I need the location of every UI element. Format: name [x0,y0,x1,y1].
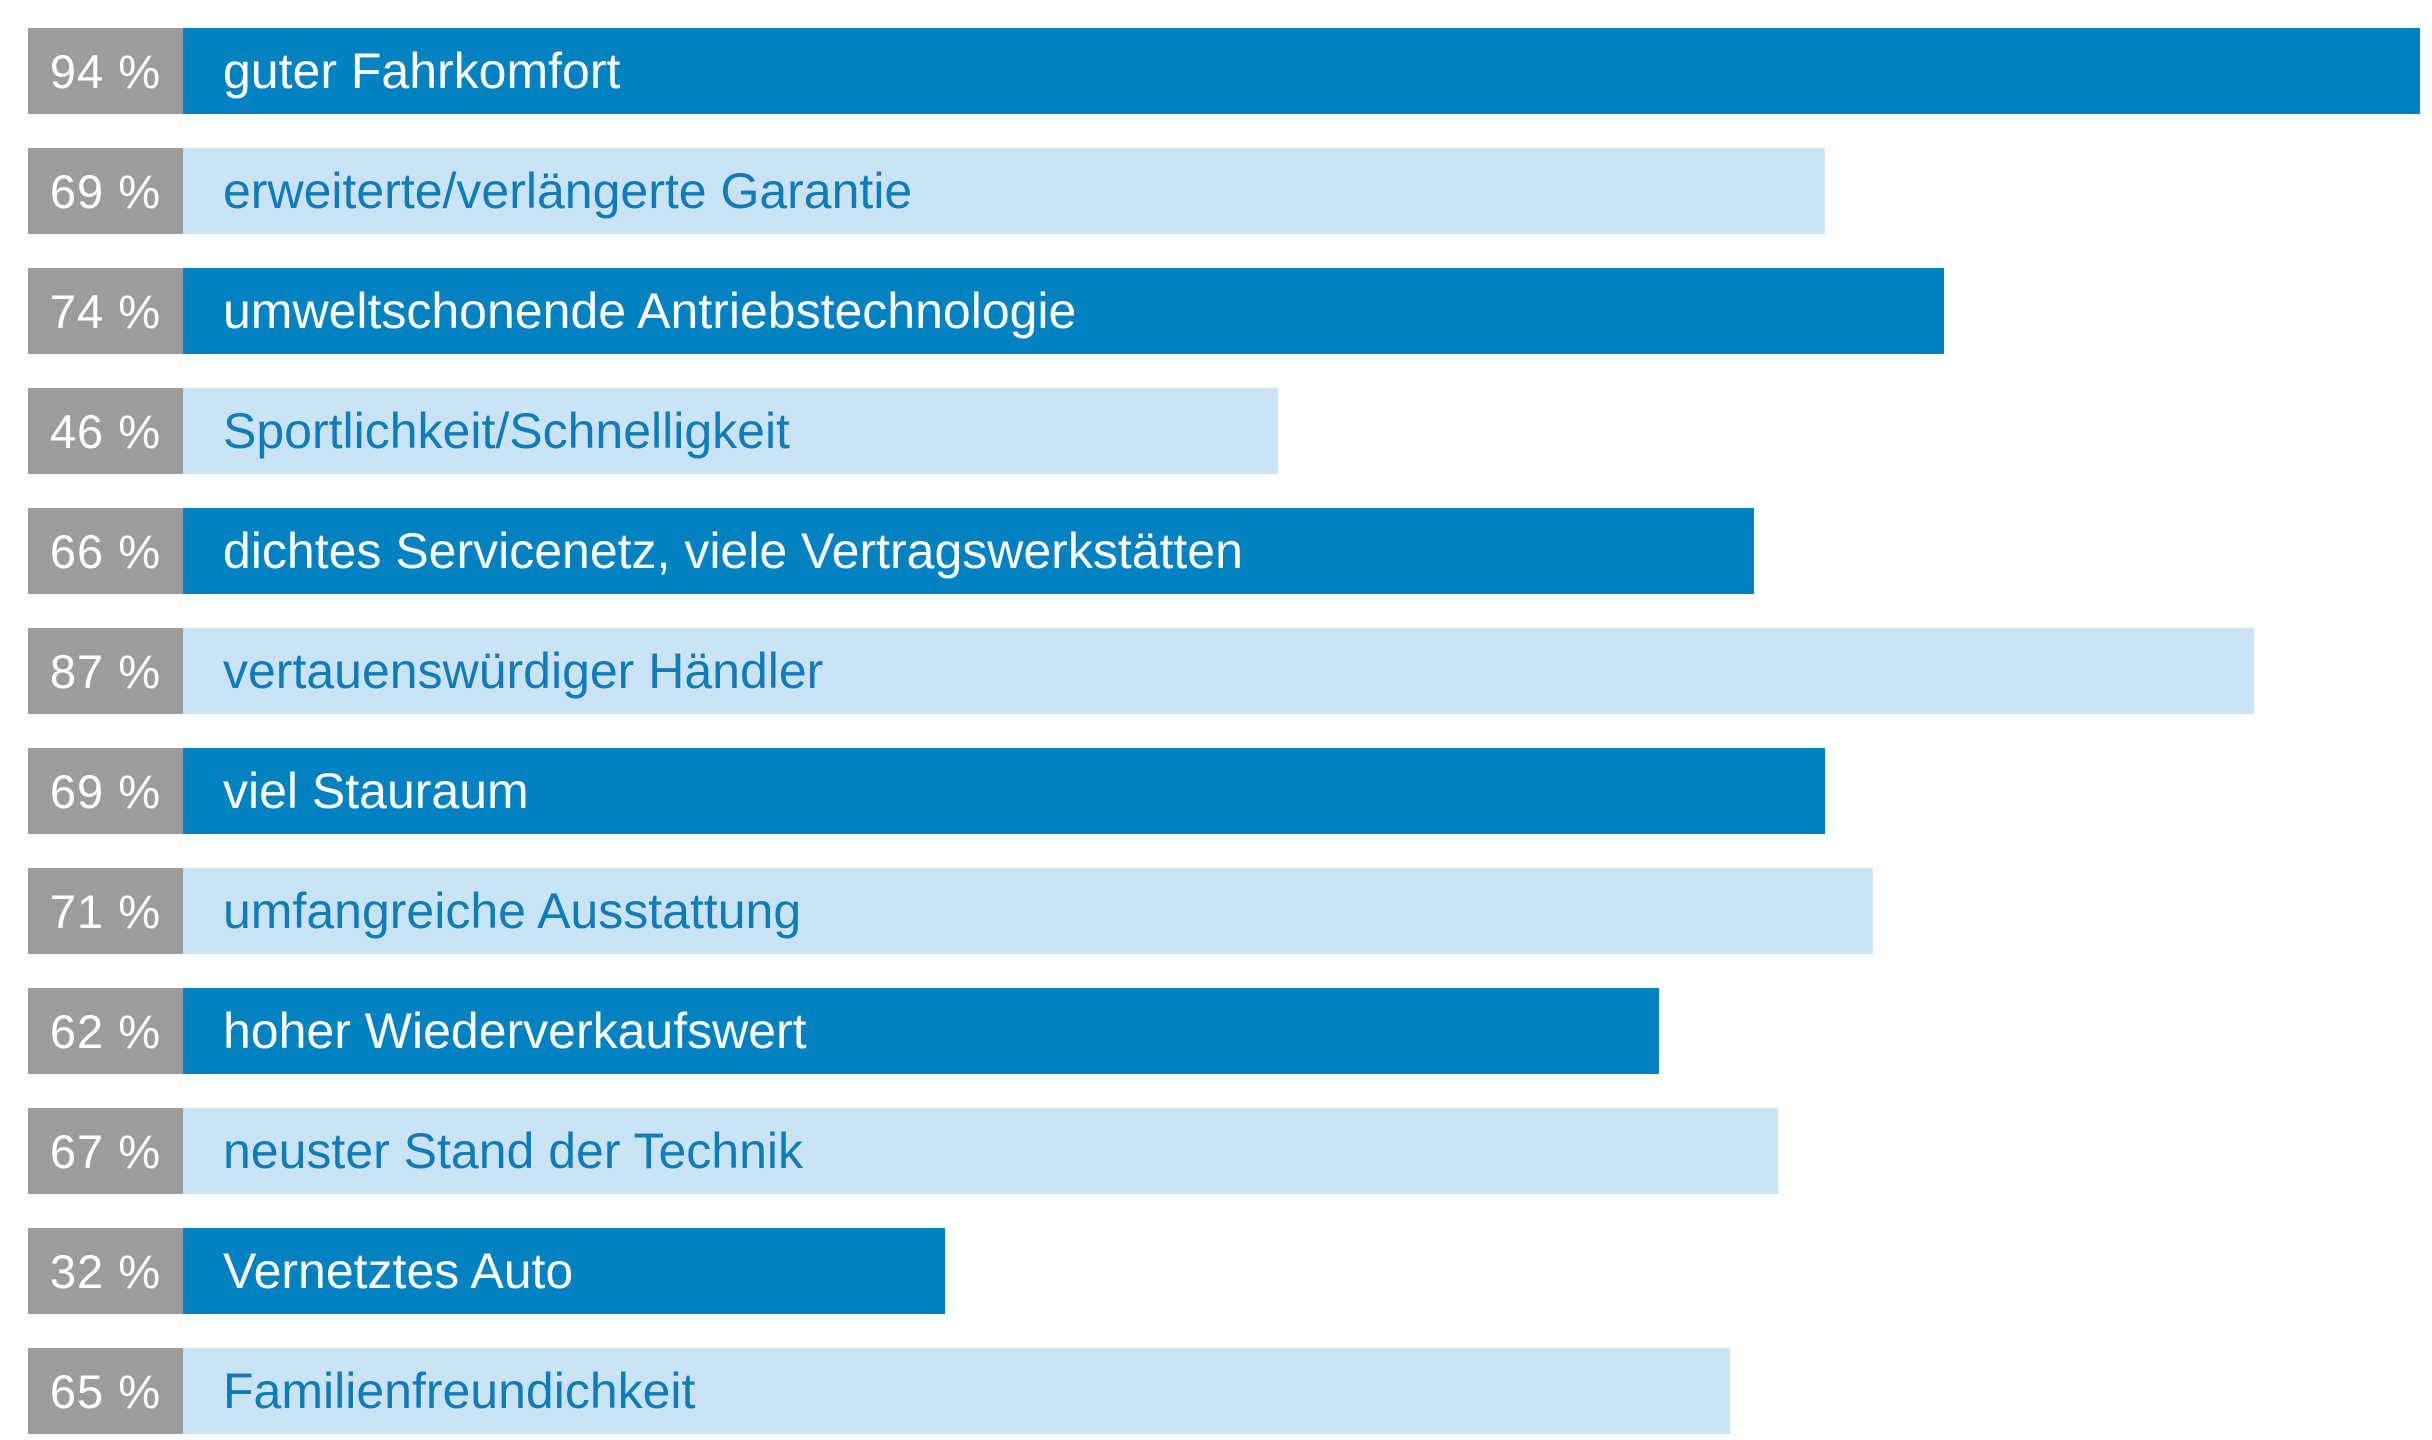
percent-box: 46 % [28,388,183,474]
percent-box: 67 % [28,1108,183,1194]
bar-label: guter Fahrkomfort [223,43,621,99]
value-bar: viel Stauraum [183,748,1825,834]
percent-box: 69 % [28,148,183,234]
chart-row: 71 % umfangreiche Ausstattung [28,868,2432,954]
chart-row: 87 % vertauenswürdiger Händler [28,628,2432,714]
value-bar: guter Fahrkomfort [183,28,2420,114]
percent-box: 66 % [28,508,183,594]
value-bar: vertauenswürdiger Händler [183,628,2254,714]
chart-row: 65 % Familienfreundichkeit [28,1348,2432,1434]
chart-row: 32 % Vernetztes Auto [28,1228,2432,1314]
percent-box: 94 % [28,28,183,114]
bar-label: hoher Wiederverkaufswert [223,1003,807,1059]
value-bar: erweiterte/verlängerte Garantie [183,148,1825,234]
percent-box: 62 % [28,988,183,1074]
value-bar: umfangreiche Ausstattung [183,868,1873,954]
bar-label: umweltschonende Antriebstechnologie [223,283,1077,339]
chart-row: 94 % guter Fahrkomfort [28,28,2432,114]
chart-row: 69 % viel Stauraum [28,748,2432,834]
value-bar: neuster Stand der Technik [183,1108,1778,1194]
percent-box: 65 % [28,1348,183,1434]
value-bar: hoher Wiederverkaufswert [183,988,1659,1074]
chart-row: 46 % Sportlichkeit/Schnelligkeit [28,388,2432,474]
bar-label: dichtes Servicenetz, viele Vertragswerks… [223,523,1243,579]
value-bar: dichtes Servicenetz, viele Vertragswerks… [183,508,1754,594]
value-bar: Sportlichkeit/Schnelligkeit [183,388,1278,474]
bar-label: Vernetztes Auto [223,1243,574,1299]
value-bar: umweltschonende Antriebstechnologie [183,268,1944,354]
percent-box: 71 % [28,868,183,954]
chart-row: 69 % erweiterte/verlängerte Garantie [28,148,2432,234]
value-bar: Familienfreundichkeit [183,1348,1730,1434]
bar-label: Sportlichkeit/Schnelligkeit [223,403,790,459]
percent-box: 32 % [28,1228,183,1314]
chart-row: 66 % dichtes Servicenetz, viele Vertragsw… [28,508,2432,594]
bar-label: Familienfreundichkeit [223,1363,696,1419]
percent-box: 87 % [28,628,183,714]
chart-row: 74 % umweltschonende Antriebstechnologie [28,268,2432,354]
bar-label: erweiterte/verlängerte Garantie [223,163,913,219]
percent-box: 69 % [28,748,183,834]
chart-row: 67 % neuster Stand der Technik [28,1108,2432,1194]
bar-label: viel Stauraum [223,763,529,819]
bar-label: neuster Stand der Technik [223,1123,804,1179]
value-bar: Vernetztes Auto [183,1228,945,1314]
percent-box: 74 % [28,268,183,354]
bar-label: umfangreiche Ausstattung [223,883,802,939]
bar-label: vertauenswürdiger Händler [223,643,824,699]
chart-row: 62 % hoher Wiederverkaufswert [28,988,2432,1074]
